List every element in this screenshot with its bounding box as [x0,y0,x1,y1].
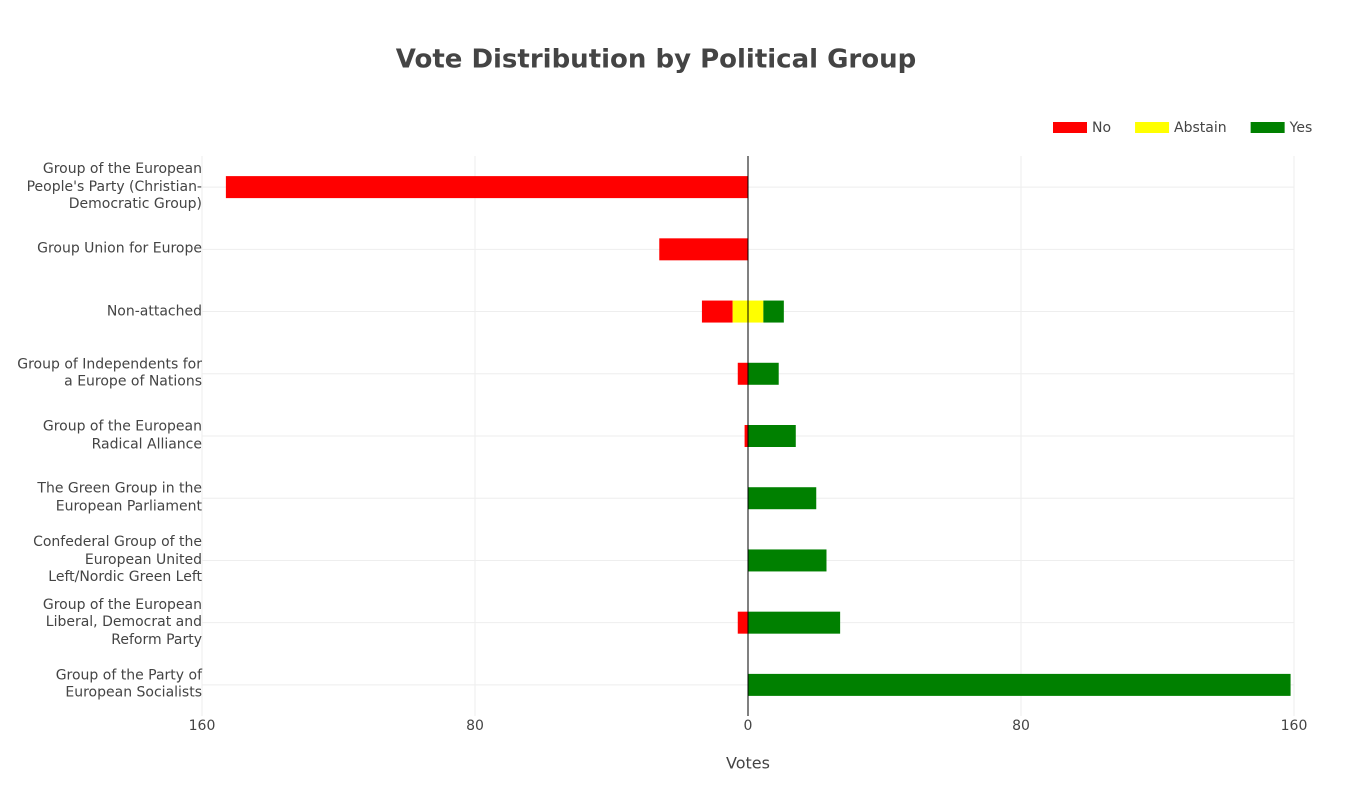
y-tick-label: Group of the Party of European Socialist… [55,667,202,701]
bar [748,425,796,447]
y-tick-label: Non-attached [106,302,202,319]
x-tick-label: 80 [1012,718,1030,734]
legend-swatch [1053,122,1087,133]
bar [225,176,748,199]
bar [748,549,827,572]
x-tick-label: 160 [189,718,216,734]
bar [748,673,1291,696]
bar [737,611,748,634]
legend-swatch [1135,122,1170,133]
legend-label: No [1092,120,1111,136]
chart-title: Vote Distribution by Political Group [396,45,916,75]
bar [748,487,817,510]
legend-swatch [1250,122,1285,133]
bar [737,362,748,385]
x-tick-label: 80 [466,718,484,734]
y-tick-label: Group Union for Europe [37,240,202,257]
legend-label: Abstain [1174,120,1227,136]
bar [763,300,784,323]
y-tick-label: Group of Independents for a Europe of Na… [17,356,202,390]
x-tick-label: 160 [1281,718,1308,734]
bar [701,300,733,323]
bar [744,425,748,447]
bar [659,238,748,261]
x-tick-label: 0 [744,718,753,734]
bar [748,611,841,634]
y-tick-label: Group of the European Liberal, Democrat … [42,596,202,648]
y-tick-label: Group of the European People's Party (Ch… [26,160,202,212]
y-tick-label: Group of the European Radical Alliance [42,418,202,453]
y-tick-label: Confederal Group of the European United … [33,534,202,586]
legend-label: Yes [1289,120,1313,136]
y-tick-label: The Green Group in the European Parliame… [37,480,202,515]
x-axis-title: Votes [726,754,770,773]
bar [748,362,779,385]
